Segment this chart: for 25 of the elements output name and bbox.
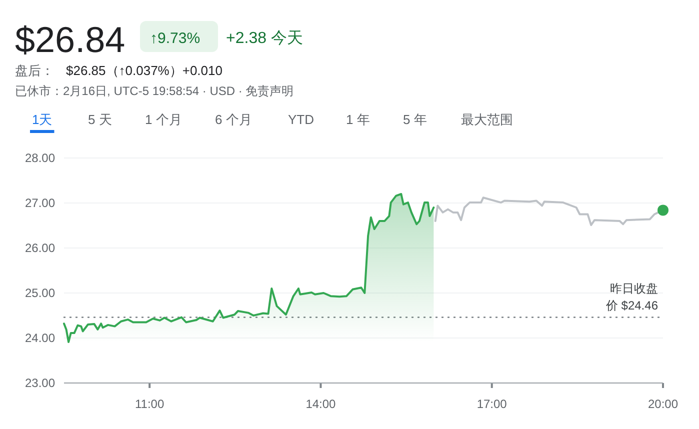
- annotation: 5 年: [403, 112, 427, 127]
- annotation: 5 天: [88, 112, 112, 127]
- title: $26.84: [15, 19, 126, 60]
- y-tick-label: 28.00: [24, 151, 56, 165]
- annotation: $26.85（↑0.037%）+0.010: [66, 63, 222, 78]
- x-tick-label: 14:00: [306, 397, 336, 411]
- annotation: YTD: [288, 112, 314, 127]
- y-tick-label: 27.00: [24, 196, 56, 210]
- y-tick-label: 23.00: [24, 376, 56, 390]
- annotation: 最大范围: [461, 112, 513, 127]
- x-tick-label: 20:00: [648, 397, 678, 411]
- x-tick-label: 11:00: [135, 397, 164, 411]
- x-tick-label: 17:00: [476, 397, 508, 411]
- y-tick-label: 24.00: [24, 331, 56, 345]
- annotation: 已休市：2月16日, UTC-5 19:58:54 · USD · 免责声明: [15, 84, 294, 98]
- annotation: 6 个月: [215, 112, 252, 127]
- annotation: 1 年: [346, 112, 370, 127]
- y-tick-label: 26.00: [24, 241, 56, 255]
- annotation: 盘后：: [15, 63, 54, 78]
- annotation: 1天: [32, 112, 52, 127]
- ref-line-label: 昨日收盘价 $24.46: [604, 281, 658, 312]
- annotation: +2.38 今天: [226, 30, 303, 47]
- annotation: ↑9.73%: [150, 30, 200, 47]
- annotation: 1 个月: [145, 112, 182, 127]
- y-tick-label: 25.00: [24, 286, 56, 300]
